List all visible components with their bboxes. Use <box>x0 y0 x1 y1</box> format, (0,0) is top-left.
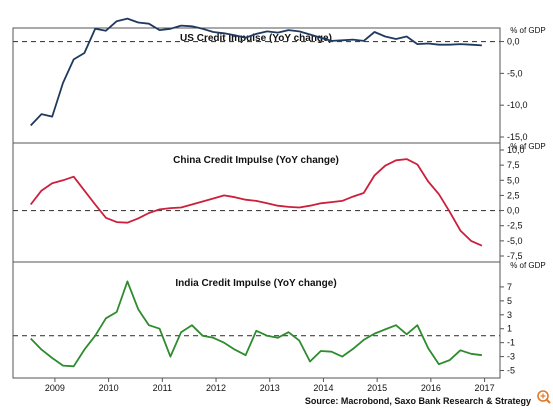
y-tick-label: 5 <box>507 296 512 306</box>
panel-0: 0,0 -5,0 -10,0 -15,0 % of GDP US Credit Impul… <box>12 17 546 144</box>
chart-title: US Credit Impulse (YoY change) <box>180 33 332 44</box>
y-tick-label: -10,0 <box>507 100 528 110</box>
y-tick-label: -3 <box>507 352 515 362</box>
y-tick-label: -5 <box>507 366 515 376</box>
y-tick-label: -2,5 <box>507 221 523 231</box>
y-tick-label: -5,0 <box>507 236 523 246</box>
chart-title: India Credit Impulse (YoY change) <box>175 278 336 289</box>
y-tick-label: 7 <box>507 282 512 292</box>
series-line <box>30 17 482 127</box>
y-tick-label: 7,5 <box>507 160 520 170</box>
unit-label: % of GDP <box>510 26 546 35</box>
x-tick-label: 2015 <box>367 383 387 393</box>
y-tick-label: 0,0 <box>507 37 520 47</box>
x-tick-label: 2016 <box>421 383 441 393</box>
x-tick-label: 2012 <box>206 383 226 393</box>
y-tick-label: 5,0 <box>507 175 520 185</box>
chart-title: China Credit Impulse (YoY change) <box>173 155 339 166</box>
x-tick-label: 2011 <box>153 383 172 393</box>
x-axis: 2009 2010 2011 2012 2013 2014 2015 2016 2017 <box>45 378 495 393</box>
unit-label: % of GDP <box>510 142 546 151</box>
y-tick-label: -5,0 <box>507 68 523 78</box>
y-tick-label: 0,0 <box>507 206 520 216</box>
source-note: Source: Macrobond, Saxo Bank Research & … <box>305 396 531 406</box>
series-line <box>29 158 483 247</box>
y-tick-label: 10,0 <box>507 145 525 155</box>
x-tick-label: 2014 <box>313 383 333 393</box>
x-tick-label: 2010 <box>99 383 119 393</box>
panel-frame <box>12 261 501 379</box>
series-line <box>30 280 483 368</box>
x-tick-label: 2013 <box>260 383 280 393</box>
y-tick-label: 1 <box>507 324 512 334</box>
x-tick-label: 2017 <box>475 383 495 393</box>
panel-frame <box>12 27 501 144</box>
y-tick-label: -7,5 <box>507 251 523 261</box>
x-tick-label: 2009 <box>45 383 65 393</box>
panel-1: 10,0 7,5 5,0 2,5 0,0 -2,5 -5,0 -7,5 % of GDP Chin… <box>12 142 546 263</box>
zoom-in-icon[interactable] <box>537 390 551 404</box>
y-tick-label: 3 <box>507 310 512 320</box>
unit-label: % of GDP <box>510 261 546 270</box>
panel-2: 7 5 3 1 -1 -3 -5 % of GDP India Credit Impulse (… <box>12 261 546 379</box>
y-tick-label: 2,5 <box>507 190 520 200</box>
y-tick-label: -15,0 <box>507 132 528 142</box>
y-tick-label: -1 <box>507 338 515 348</box>
